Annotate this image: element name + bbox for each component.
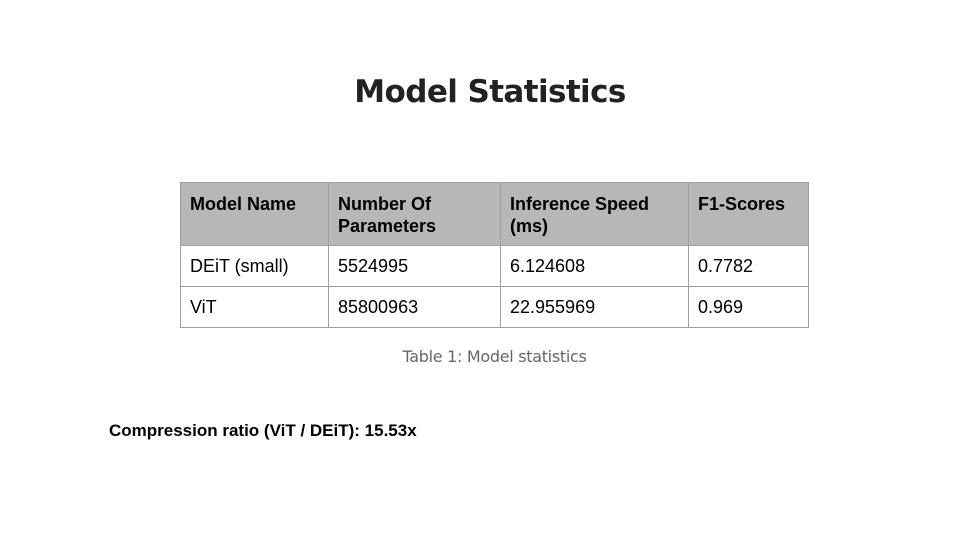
header-number-of-parameters: Number Of Parameters: [328, 182, 501, 246]
cell-f1-score: 0.7782: [688, 245, 809, 287]
model-statistics-table: Model Name Number Of Parameters Inferenc…: [180, 182, 809, 328]
page-title: Model Statistics: [354, 74, 626, 110]
cell-model-name: DEiT (small): [180, 245, 329, 287]
cell-number-of-parameters: 85800963: [328, 286, 501, 328]
table-caption: Table 1: Model statistics: [402, 347, 587, 366]
header-model-name: Model Name: [180, 182, 329, 246]
header-f1-scores: F1-Scores: [688, 182, 809, 246]
cell-inference-speed: 6.124608: [500, 245, 689, 287]
table-row: DEiT (small) 5524995 6.124608 0.7782: [180, 245, 809, 287]
cell-model-name: ViT: [180, 286, 329, 328]
cell-inference-speed: 22.955969: [500, 286, 689, 328]
cell-f1-score: 0.969: [688, 286, 809, 328]
table-header-row: Model Name Number Of Parameters Inferenc…: [180, 182, 809, 246]
header-inference-speed: Inference Speed (ms): [500, 182, 689, 246]
table-row: ViT 85800963 22.955969 0.969: [180, 286, 809, 328]
compression-ratio-note: Compression ratio (ViT / DEiT): 15.53x: [109, 421, 417, 440]
cell-number-of-parameters: 5524995: [328, 245, 501, 287]
